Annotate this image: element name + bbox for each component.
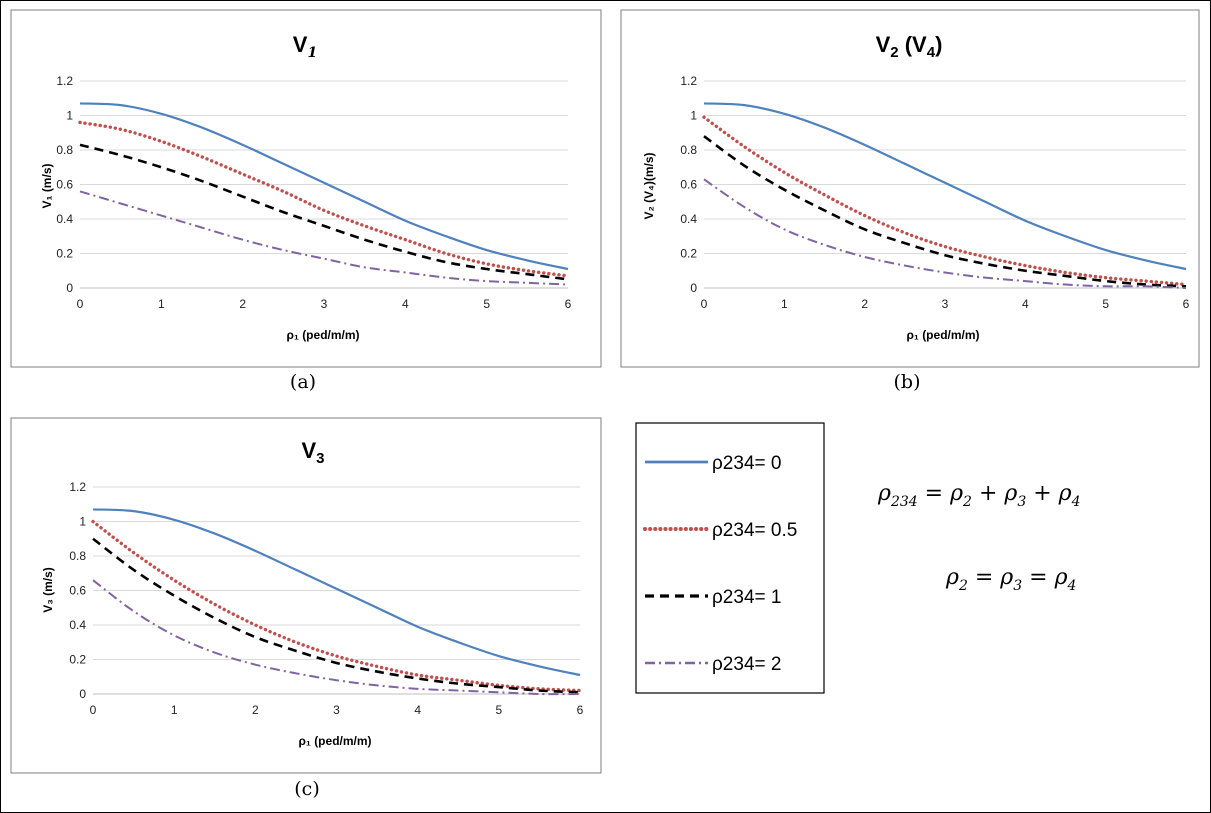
x-tick-labels: 0 1 2 3 4 5 6 <box>77 297 572 311</box>
x-tick-label: 4 <box>402 297 409 311</box>
series-lines <box>91 508 582 696</box>
y-tick-label: 0.8 <box>680 143 697 157</box>
x-tick-label: 1 <box>158 297 165 311</box>
panel-caption: (a) <box>290 371 316 393</box>
x-tick-labels: 0 1 2 3 4 5 6 <box>701 297 1190 311</box>
series-line-series-05 <box>78 120 570 278</box>
y-tick-label: 0.4 <box>56 212 73 226</box>
series-line-series-2 <box>79 190 569 286</box>
y-axis-label: V₁ (m/s) <box>40 164 54 209</box>
chart-panel-b: 0 0.2 0.4 0.6 0.8 1 1.2 0 1 2 3 4 5 6 V2 (V4) V₂ (V₄… <box>620 9 1200 393</box>
x-tick-label: 6 <box>565 297 572 311</box>
series-line-series-1 <box>79 143 569 281</box>
legend-label: ρ234= 1 <box>712 587 781 608</box>
x-tick-label: 0 <box>90 703 97 717</box>
y-tick-label: 0 <box>690 281 697 295</box>
series-lines <box>702 102 1188 289</box>
y-tick-labels: 0 0.2 0.4 0.6 0.8 1 1.2 <box>69 480 86 701</box>
series-line-series-05 <box>91 519 582 693</box>
panel-caption: (b) <box>894 371 921 393</box>
legend-label: ρ234= 2 <box>712 654 781 675</box>
chart-panel-a: 0 0.2 0.4 0.6 0.8 1 1.2 0 1 2 3 4 5 6 V1 V₁ (m/s) ρ₁… <box>10 9 602 393</box>
panel-border <box>10 9 602 368</box>
y-axis-label: V₃ (m/s) <box>41 567 55 613</box>
x-tick-label: 2 <box>861 297 868 311</box>
x-tick-label: 4 <box>1022 297 1029 311</box>
y-tick-label: 1 <box>66 109 73 123</box>
chart-title: V1 <box>293 32 317 61</box>
series-line-series-1 <box>703 135 1187 288</box>
x-axis-label: ρ₁ (ped/m/m) <box>286 328 359 342</box>
equation-rho-sum: ρ234 = ρ2 + ρ3 + ρ4 <box>877 481 1081 510</box>
y-tick-label: 0.2 <box>680 247 697 261</box>
series-line-series-0 <box>703 102 1187 271</box>
series-line-series-2 <box>92 579 581 696</box>
x-tick-label: 5 <box>483 297 490 311</box>
y-tick-label: 0 <box>66 281 73 295</box>
x-tick-label: 4 <box>414 703 421 717</box>
legend: ρ234= 0 ρ234= 0.5 ρ234= 1 ρ234= 2 <box>635 422 825 694</box>
y-tick-label: 0.2 <box>69 653 86 667</box>
y-tick-label: 1.2 <box>680 74 697 88</box>
series-line-series-0 <box>79 102 569 271</box>
y-tick-label: 0.4 <box>69 618 86 632</box>
y-tick-labels: 0 0.2 0.4 0.6 0.8 1 1.2 <box>680 74 697 295</box>
equations: ρ234 = ρ2 + ρ3 + ρ4 ρ2 = ρ3 = ρ4 <box>877 481 1081 594</box>
legend-label: ρ234= 0.5 <box>712 520 797 541</box>
legend-box <box>635 422 825 694</box>
panel-caption: (c) <box>294 778 319 800</box>
series-line-series-1 <box>92 537 581 694</box>
series-lines <box>78 102 570 286</box>
y-axis-label: V₂ (V₄)(m/s) <box>642 152 656 219</box>
chart-title: V3 <box>301 438 324 467</box>
series-line-series-05 <box>702 115 1188 287</box>
chart-panel-c: 0 0.2 0.4 0.6 0.8 1 1.2 0 1 2 3 4 5 6 V3 V₃ (m/s) ρ₁… <box>10 417 602 800</box>
y-tick-label: 0.8 <box>69 549 86 563</box>
x-tick-label: 0 <box>77 297 84 311</box>
x-tick-label: 0 <box>701 297 708 311</box>
y-tick-label: 0.8 <box>56 143 73 157</box>
y-tick-label: 0.6 <box>56 178 73 192</box>
x-tick-label: 6 <box>577 703 584 717</box>
x-tick-label: 3 <box>942 297 949 311</box>
y-tick-label: 1 <box>690 109 697 123</box>
x-axis-label: ρ₁ (ped/m/m) <box>298 734 371 748</box>
y-tick-label: 0.6 <box>69 584 86 598</box>
y-tick-label: 1.2 <box>69 480 86 494</box>
gridlines <box>93 486 580 695</box>
x-tick-label: 3 <box>321 297 328 311</box>
x-tick-label: 2 <box>252 703 259 717</box>
y-tick-label: 0.6 <box>680 178 697 192</box>
gridlines <box>704 80 1186 289</box>
y-tick-label: 0 <box>79 687 86 701</box>
y-tick-labels: 0 0.2 0.4 0.6 0.8 1 1.2 <box>56 74 73 295</box>
legend-label: ρ234= 0 <box>712 453 781 474</box>
x-tick-label: 1 <box>781 297 788 311</box>
x-tick-label: 2 <box>239 297 246 311</box>
x-tick-label: 3 <box>333 703 340 717</box>
panel-border <box>620 9 1200 368</box>
x-axis-label: ρ₁ (ped/m/m) <box>906 328 979 342</box>
series-line-series-0 <box>92 508 581 677</box>
x-tick-label: 6 <box>1183 297 1190 311</box>
panel-border <box>10 417 602 774</box>
gridlines <box>80 80 568 289</box>
chart-title: V2 (V4) <box>876 32 943 61</box>
equation-rho-equal: ρ2 = ρ3 = ρ4 <box>945 565 1076 594</box>
x-tick-label: 1 <box>171 703 178 717</box>
y-tick-label: 0.4 <box>680 212 697 226</box>
x-tick-label: 5 <box>495 703 502 717</box>
y-tick-label: 1.2 <box>56 74 73 88</box>
y-tick-label: 1 <box>79 515 86 529</box>
x-tick-labels: 0 1 2 3 4 5 6 <box>90 703 584 717</box>
series-line-series-2 <box>703 178 1187 289</box>
x-tick-label: 5 <box>1102 297 1109 311</box>
y-tick-label: 0.2 <box>56 247 73 261</box>
